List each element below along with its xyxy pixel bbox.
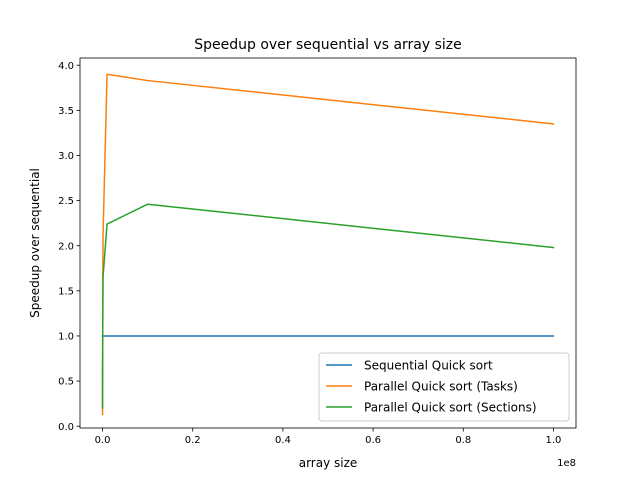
- series-line-2: [101, 203, 555, 409]
- series-line-1: [101, 73, 555, 416]
- x-axis-label: array size: [299, 456, 358, 470]
- x-tick-label-3: 0.6: [365, 435, 381, 446]
- y-tick-label-4: 2.0: [58, 241, 74, 252]
- y-tick-label-6: 3.0: [58, 151, 74, 162]
- legend-label-2: Parallel Quick sort (Sections): [364, 400, 537, 414]
- x-tick-label-4: 0.8: [455, 435, 471, 446]
- legend: Sequential Quick sort Parallel Quick sort…: [318, 352, 570, 422]
- x-axis-offset-label: 1e8: [557, 458, 576, 469]
- x-tick-label-0: 0.0: [95, 435, 111, 446]
- legend-box: [318, 352, 570, 422]
- y-tick-label-5: 2.5: [58, 196, 74, 207]
- chart-title: Speedup over sequential vs array size: [194, 37, 462, 53]
- x-tick-label-1: 0.2: [185, 435, 201, 446]
- x-tick-label-5: 1.0: [546, 435, 562, 446]
- axes-frame: [79, 57, 577, 429]
- y-tick-label-8: 4.0: [58, 61, 74, 72]
- y-tick-label-7: 3.5: [58, 106, 74, 117]
- legend-label-1: Parallel Quick sort (Tasks): [364, 379, 518, 393]
- y-axis-label: Speedup over sequential: [28, 168, 42, 318]
- series-lines: [101, 73, 555, 416]
- x-tick-label-2: 0.4: [275, 435, 291, 446]
- y-tick-label-1: 0.5: [58, 377, 74, 388]
- y-tick-label-0: 0.0: [58, 422, 74, 433]
- y-tick-label-2: 1.0: [58, 332, 74, 343]
- legend-label-0: Sequential Quick sort: [364, 358, 493, 372]
- y-tick-label-3: 1.5: [58, 286, 74, 297]
- plot-area: 0.0 0.2 0.4 0.6 0.8 1.0 0.0 0.5 1.0 1.5 2.0 2.5 3.0 3…: [58, 57, 577, 446]
